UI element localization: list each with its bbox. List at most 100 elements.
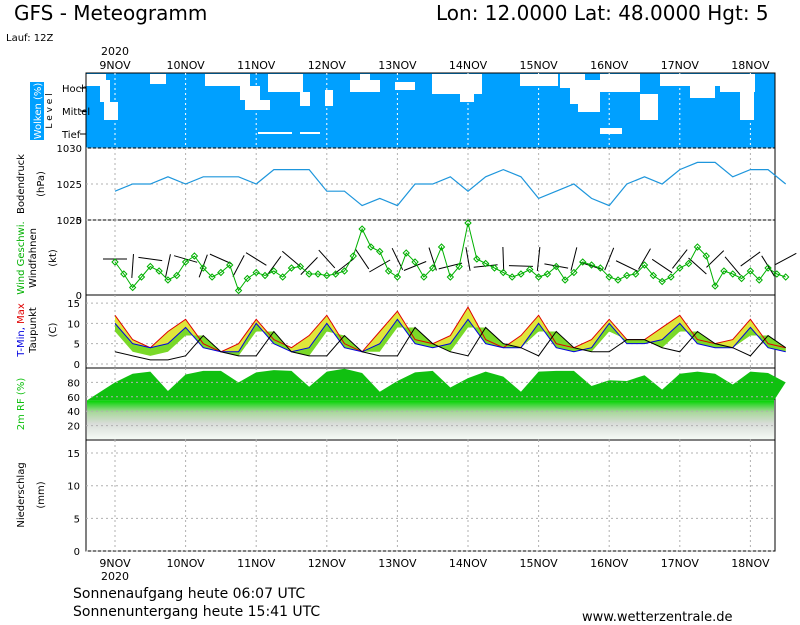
humidity-tick-label: 80	[67, 378, 80, 389]
wind-speed-marker	[649, 271, 658, 280]
day-label-bottom: 9NOV	[99, 557, 131, 570]
cloud-block	[150, 74, 166, 84]
wind-speed-marker	[137, 273, 146, 281]
day-label-top: 10NOV	[166, 59, 205, 72]
wind-speed-marker	[367, 243, 375, 251]
wind-speed-marker	[155, 267, 163, 275]
wind-speed-marker	[605, 273, 613, 281]
temperature-ylabel: T-Min, Max	[16, 303, 27, 358]
wind-speed-marker	[243, 274, 252, 283]
wind-barb	[465, 247, 471, 271]
wind-speed-marker	[614, 276, 622, 284]
wind-speed-marker	[781, 273, 790, 281]
cloud-block	[660, 74, 720, 86]
cloud-block	[395, 82, 415, 90]
day-label-bottom: 18NOV	[731, 557, 770, 570]
cloud-block	[600, 128, 622, 134]
wind-speed-marker	[640, 261, 649, 269]
wind-speed-marker	[261, 271, 269, 280]
wind-speed-line	[114, 222, 786, 292]
cloud-block	[300, 92, 310, 106]
wind-speed-marker	[490, 264, 499, 272]
cloud-block	[300, 132, 320, 134]
website-link[interactable]: www.wetterzentrale.de	[582, 610, 733, 625]
cloud-ylabel: Wolken (%)	[33, 83, 44, 140]
wind-speed-marker	[314, 270, 322, 278]
wind-speed-marker	[552, 262, 560, 271]
cloud-level-axis-label: L e v e l	[45, 93, 55, 128]
wind-speed-marker	[252, 268, 260, 277]
wind-speed-marker	[217, 268, 225, 277]
cloud-block	[100, 80, 110, 102]
wind-speed-marker	[773, 270, 781, 278]
temperature-tick-label: 0	[74, 360, 80, 371]
wind-speed-marker	[173, 271, 181, 280]
wind-speed-marker	[764, 264, 772, 272]
day-label-top: 17NOV	[661, 59, 700, 72]
wind-barb	[138, 256, 163, 262]
precip-tick-label: 15	[67, 449, 80, 460]
wind-speed-marker	[358, 225, 366, 233]
wind-barb	[502, 246, 505, 272]
wind-speed-marker	[508, 273, 516, 281]
temperature-tick-label: 10	[67, 319, 80, 330]
wind-tick-label: 0	[76, 291, 82, 302]
temperature-tick-label: 5	[74, 340, 80, 351]
wind-speed-marker	[446, 273, 455, 281]
wind-speed-marker	[164, 276, 172, 284]
wind-speed-marker	[287, 264, 296, 272]
pressure-line	[114, 161, 787, 207]
day-label-top: 15NOV	[519, 59, 558, 72]
day-label-top: 9NOV	[99, 59, 131, 72]
wind-speed-marker	[190, 252, 199, 260]
cloud-ylabel-background	[30, 82, 44, 140]
wind-speed-marker	[234, 286, 243, 295]
dewpoint-line	[114, 326, 786, 361]
wind-speed-marker	[737, 274, 746, 283]
wind-speed-marker	[543, 270, 552, 278]
wind-speed-marker	[376, 247, 384, 256]
cloud-block	[720, 74, 755, 92]
temperature-tick-label: 15	[67, 299, 80, 310]
pressure-tick-label: 1030	[57, 144, 82, 155]
wind-barb	[724, 256, 741, 276]
wind-barb	[164, 254, 171, 278]
wind-speed-marker	[499, 268, 508, 277]
sunset-text: Sonnenuntergang heute 15:41 UTC	[73, 604, 321, 620]
cloud-block	[600, 74, 640, 92]
wind-barb	[740, 251, 761, 267]
wind-barb	[131, 253, 134, 279]
wind-speed-marker	[746, 267, 755, 275]
wind-speed-marker	[526, 265, 534, 274]
wind-speed-marker	[428, 264, 437, 272]
wind-speed-marker	[199, 264, 207, 272]
wind-barb	[318, 249, 336, 269]
wind-barb	[300, 257, 318, 275]
day-label-bottom: 16NOV	[590, 557, 629, 570]
wind-speed-marker	[534, 273, 543, 281]
day-label-top: 14NOV	[449, 59, 488, 72]
wind-speed-marker	[464, 219, 472, 227]
wind-barb	[245, 252, 267, 266]
temperature-lower-band	[115, 319, 786, 356]
wind-barb	[266, 255, 282, 277]
cloud-block	[205, 74, 250, 86]
cloud-block	[740, 108, 754, 120]
wind-unit: (kt)	[48, 249, 59, 267]
wind-barb	[403, 261, 427, 271]
wind-barb	[232, 255, 245, 277]
wind-speed-marker	[305, 270, 313, 278]
cloud-block	[258, 132, 292, 134]
wind-speed-marker	[561, 276, 569, 284]
cloud-block	[104, 102, 118, 120]
cloud-block	[360, 74, 370, 82]
year-label-bottom: 2020	[101, 570, 129, 583]
pressure-unit: (hPa)	[36, 171, 47, 197]
day-label-top: 18NOV	[731, 59, 770, 72]
wind-barb	[508, 265, 533, 267]
wind-speed-marker	[296, 262, 305, 271]
wind-speed-marker	[393, 273, 402, 281]
wind-speed-marker	[411, 258, 419, 266]
day-label-bottom: 13NOV	[378, 557, 417, 570]
wind-speed-marker	[331, 270, 340, 278]
